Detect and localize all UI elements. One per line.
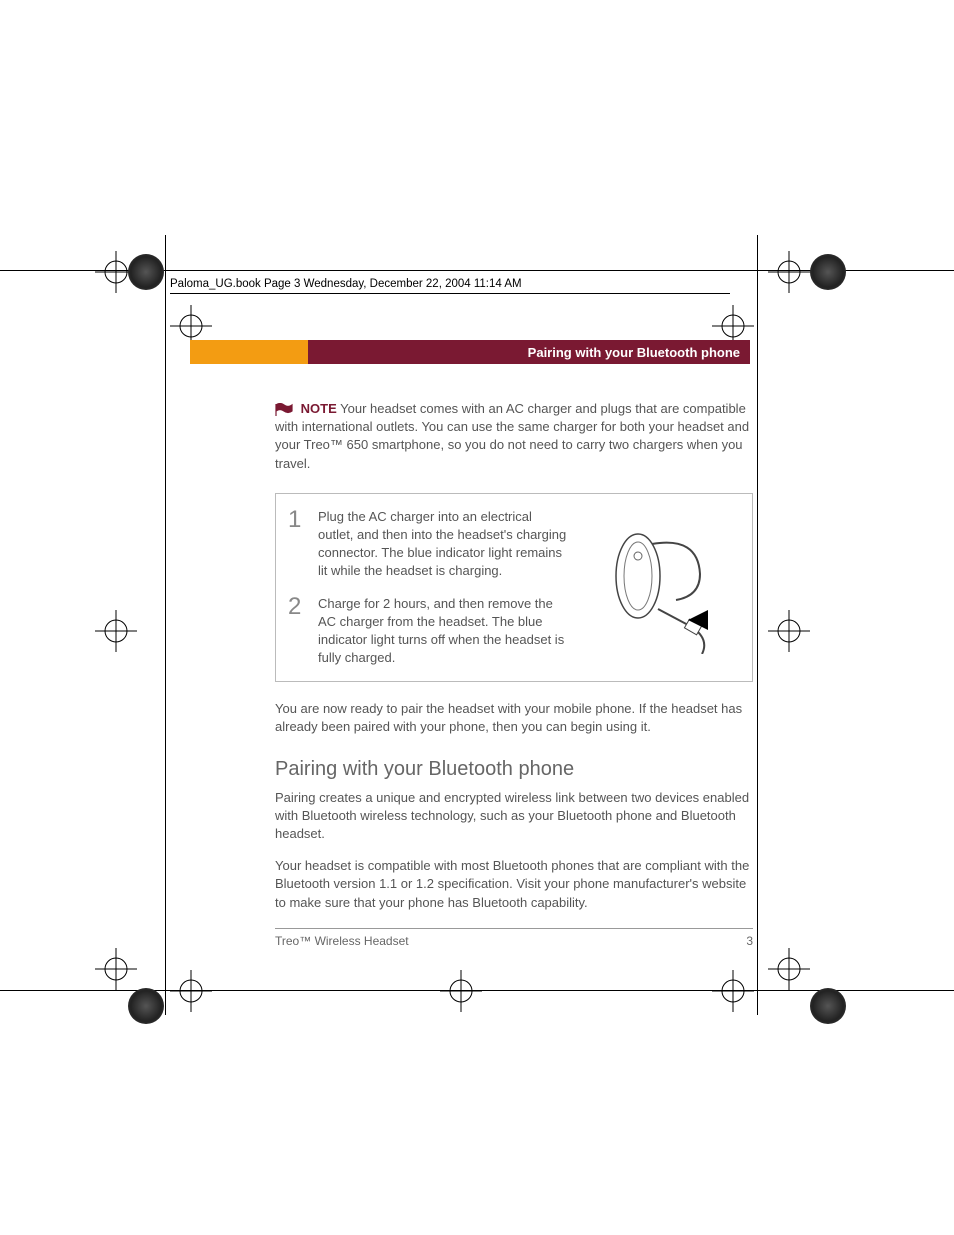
registration-mark-icon — [440, 970, 482, 1012]
page-content: NOTE Your headset comes with an AC charg… — [275, 400, 753, 912]
step-item: 1 Plug the AC charger into an electrical… — [288, 508, 570, 581]
note-paragraph: NOTE Your headset comes with an AC charg… — [275, 400, 753, 473]
corner-disc-icon — [128, 988, 164, 1024]
corner-disc-icon — [128, 254, 164, 290]
footer-page-number: 3 — [746, 934, 753, 948]
registration-mark-icon — [768, 610, 810, 652]
step-number: 1 — [288, 508, 306, 532]
step-item: 2 Charge for 2 hours, and then remove th… — [288, 595, 570, 668]
steps-list: 1 Plug the AC charger into an electrical… — [288, 508, 570, 668]
flag-icon — [275, 403, 293, 417]
body-paragraph-1: Pairing creates a unique and encrypted w… — [275, 789, 753, 844]
banner-title: Pairing with your Bluetooth phone — [308, 340, 750, 364]
step-text: Charge for 2 hours, and then remove the … — [318, 595, 570, 668]
footer-left: Treo™ Wireless Headset — [275, 934, 409, 948]
note-text: Your headset comes with an AC charger an… — [275, 401, 749, 471]
registration-mark-icon — [768, 948, 810, 990]
section-heading: Pairing with your Bluetooth phone — [275, 755, 753, 783]
mid-paragraph: You are now ready to pair the headset wi… — [275, 700, 753, 736]
registration-mark-icon — [95, 610, 137, 652]
step-number: 2 — [288, 595, 306, 619]
banner-accent — [190, 340, 308, 364]
corner-disc-icon — [810, 988, 846, 1024]
page-meta-header: Paloma_UG.book Page 3 Wednesday, Decembe… — [170, 278, 522, 290]
body-paragraph-2: Your headset is compatible with most Blu… — [275, 857, 753, 912]
section-banner: Pairing with your Bluetooth phone — [190, 340, 750, 364]
step-text: Plug the AC charger into an electrical o… — [318, 508, 570, 581]
registration-mark-icon — [170, 970, 212, 1012]
header-rule — [170, 293, 730, 294]
footer-rule — [275, 928, 753, 929]
registration-mark-icon — [95, 948, 137, 990]
registration-mark-icon — [712, 970, 754, 1012]
headset-illustration — [580, 508, 740, 668]
note-label: NOTE — [301, 401, 337, 416]
crop-line-left — [165, 235, 166, 1015]
page-footer: Treo™ Wireless Headset 3 — [275, 934, 753, 948]
registration-mark-icon — [768, 251, 810, 293]
corner-disc-icon — [810, 254, 846, 290]
crop-line-right — [757, 235, 758, 1015]
steps-box: 1 Plug the AC charger into an electrical… — [275, 493, 753, 683]
